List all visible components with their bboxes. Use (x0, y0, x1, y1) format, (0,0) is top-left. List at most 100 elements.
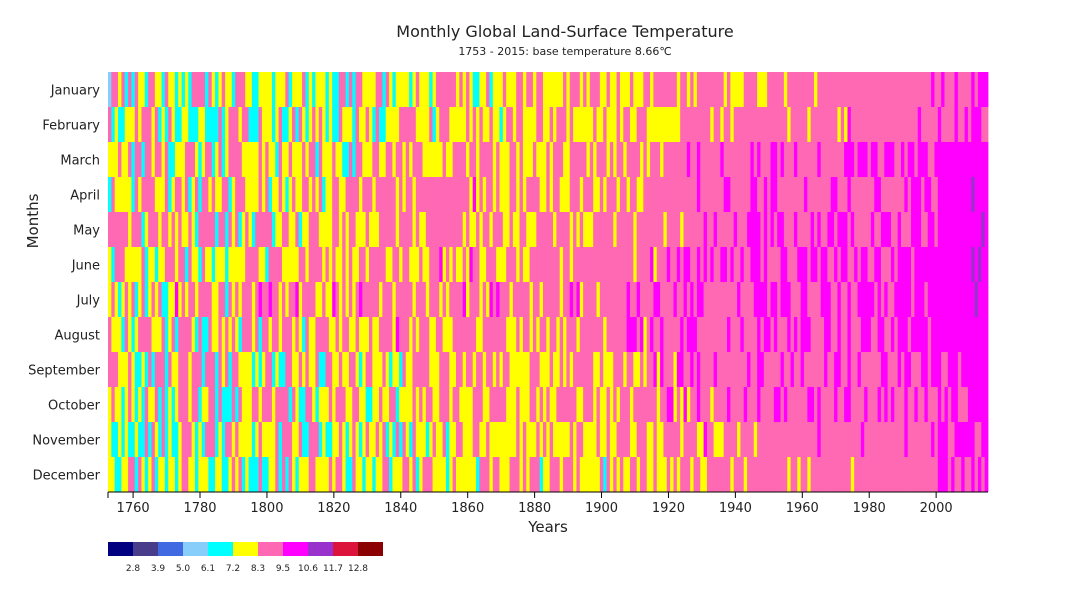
heatmap-cell (201, 107, 206, 142)
heatmap-cell (476, 387, 480, 422)
heatmap-cell (680, 212, 684, 247)
heatmap-cell (121, 177, 126, 212)
heatmap-cell (439, 387, 443, 422)
heatmap-cell (743, 422, 748, 457)
heatmap-cell (904, 282, 909, 317)
heatmap-cell (583, 247, 587, 282)
heatmap-cell (800, 457, 805, 492)
heatmap-cell (636, 352, 641, 387)
heatmap-cell (422, 142, 427, 177)
heatmap-cell (566, 317, 571, 352)
heatmap-cell (389, 177, 393, 212)
heatmap-cell (589, 352, 594, 387)
heatmap-cell (455, 317, 460, 352)
heatmap-cell (348, 247, 353, 282)
heatmap-cell (773, 457, 778, 492)
heatmap-cell (606, 422, 611, 457)
heatmap-cell (840, 387, 845, 422)
heatmap-cell (750, 142, 755, 177)
heatmap-cell (944, 72, 949, 107)
heatmap-cell (195, 282, 199, 317)
heatmap-cell (128, 352, 132, 387)
heatmap-cell (583, 352, 587, 387)
heatmap-cell (984, 422, 989, 457)
heatmap-cell (141, 317, 146, 352)
heatmap-cell (308, 387, 313, 422)
heatmap-cell (760, 212, 765, 247)
heatmap-cell (977, 142, 982, 177)
heatmap-cell (864, 422, 868, 457)
heatmap-cell (425, 317, 430, 352)
heatmap-cell (797, 142, 802, 177)
heatmap-cell (251, 457, 256, 492)
heatmap-cell (783, 352, 788, 387)
heatmap-cell (817, 72, 822, 107)
heatmap-cell (151, 282, 156, 317)
heatmap-cell (747, 457, 751, 492)
heatmap-cell (730, 317, 735, 352)
heatmap-cell (696, 422, 701, 457)
heatmap-cell (646, 212, 651, 247)
heatmap-cell (275, 107, 280, 142)
heatmap-cell (686, 247, 691, 282)
heatmap-cell (144, 282, 149, 317)
heatmap-cell (238, 212, 243, 247)
heatmap-cell (178, 212, 183, 247)
heatmap-cell (275, 282, 280, 317)
heatmap-cell (887, 457, 892, 492)
heatmap-cell (225, 352, 229, 387)
heatmap-cell (338, 177, 343, 212)
heatmap-cell (629, 212, 634, 247)
heatmap-cell (502, 352, 507, 387)
heatmap-cell (767, 422, 771, 457)
heatmap-cell (670, 352, 674, 387)
heatmap-cell (583, 387, 587, 422)
heatmap-cell (506, 247, 510, 282)
heatmap-cell (372, 142, 377, 177)
heatmap-cell (553, 212, 557, 247)
heatmap-cell (268, 177, 273, 212)
heatmap-cell (803, 142, 808, 177)
heatmap-cell (837, 422, 842, 457)
heatmap-cell (824, 247, 828, 282)
heatmap-cell (850, 107, 855, 142)
heatmap-cell (148, 177, 152, 212)
x-axis-label: Years (527, 518, 568, 536)
heatmap-cell (281, 457, 286, 492)
heatmap-cell (184, 352, 189, 387)
heatmap-cell (205, 387, 209, 422)
heatmap-cell (944, 212, 949, 247)
heatmap-cell (817, 177, 822, 212)
heatmap-cell (830, 387, 835, 422)
heatmap-cell (777, 107, 781, 142)
heatmap-cell (542, 282, 547, 317)
heatmap-cell (569, 107, 574, 142)
heatmap-cell (265, 352, 270, 387)
heatmap-cell (546, 422, 551, 457)
heatmap-cell (824, 142, 828, 177)
heatmap-cell (753, 142, 758, 177)
heatmap-cell (810, 212, 815, 247)
heatmap-cell (164, 352, 169, 387)
heatmap-cell (221, 177, 226, 212)
heatmap-cell (392, 142, 397, 177)
heatmap-cell (402, 422, 407, 457)
heatmap-cell (462, 177, 467, 212)
heatmap-cell (680, 387, 684, 422)
heatmap-cell (516, 107, 520, 142)
heatmap-cell (271, 177, 276, 212)
heatmap-cell (666, 422, 671, 457)
heatmap-cell (921, 282, 925, 317)
heatmap-cell (827, 422, 832, 457)
heatmap-cell (402, 352, 407, 387)
heatmap-cell (459, 72, 464, 107)
heatmap-cell (941, 247, 945, 282)
heatmap-cell (897, 247, 902, 282)
x-tick-label: 2000 (920, 501, 953, 516)
heatmap-cell (860, 352, 865, 387)
heatmap-cell (368, 317, 373, 352)
heatmap-cell (810, 457, 815, 492)
heatmap-cell (573, 247, 577, 282)
heatmap-cell (385, 422, 390, 457)
heatmap-cell (974, 317, 979, 352)
